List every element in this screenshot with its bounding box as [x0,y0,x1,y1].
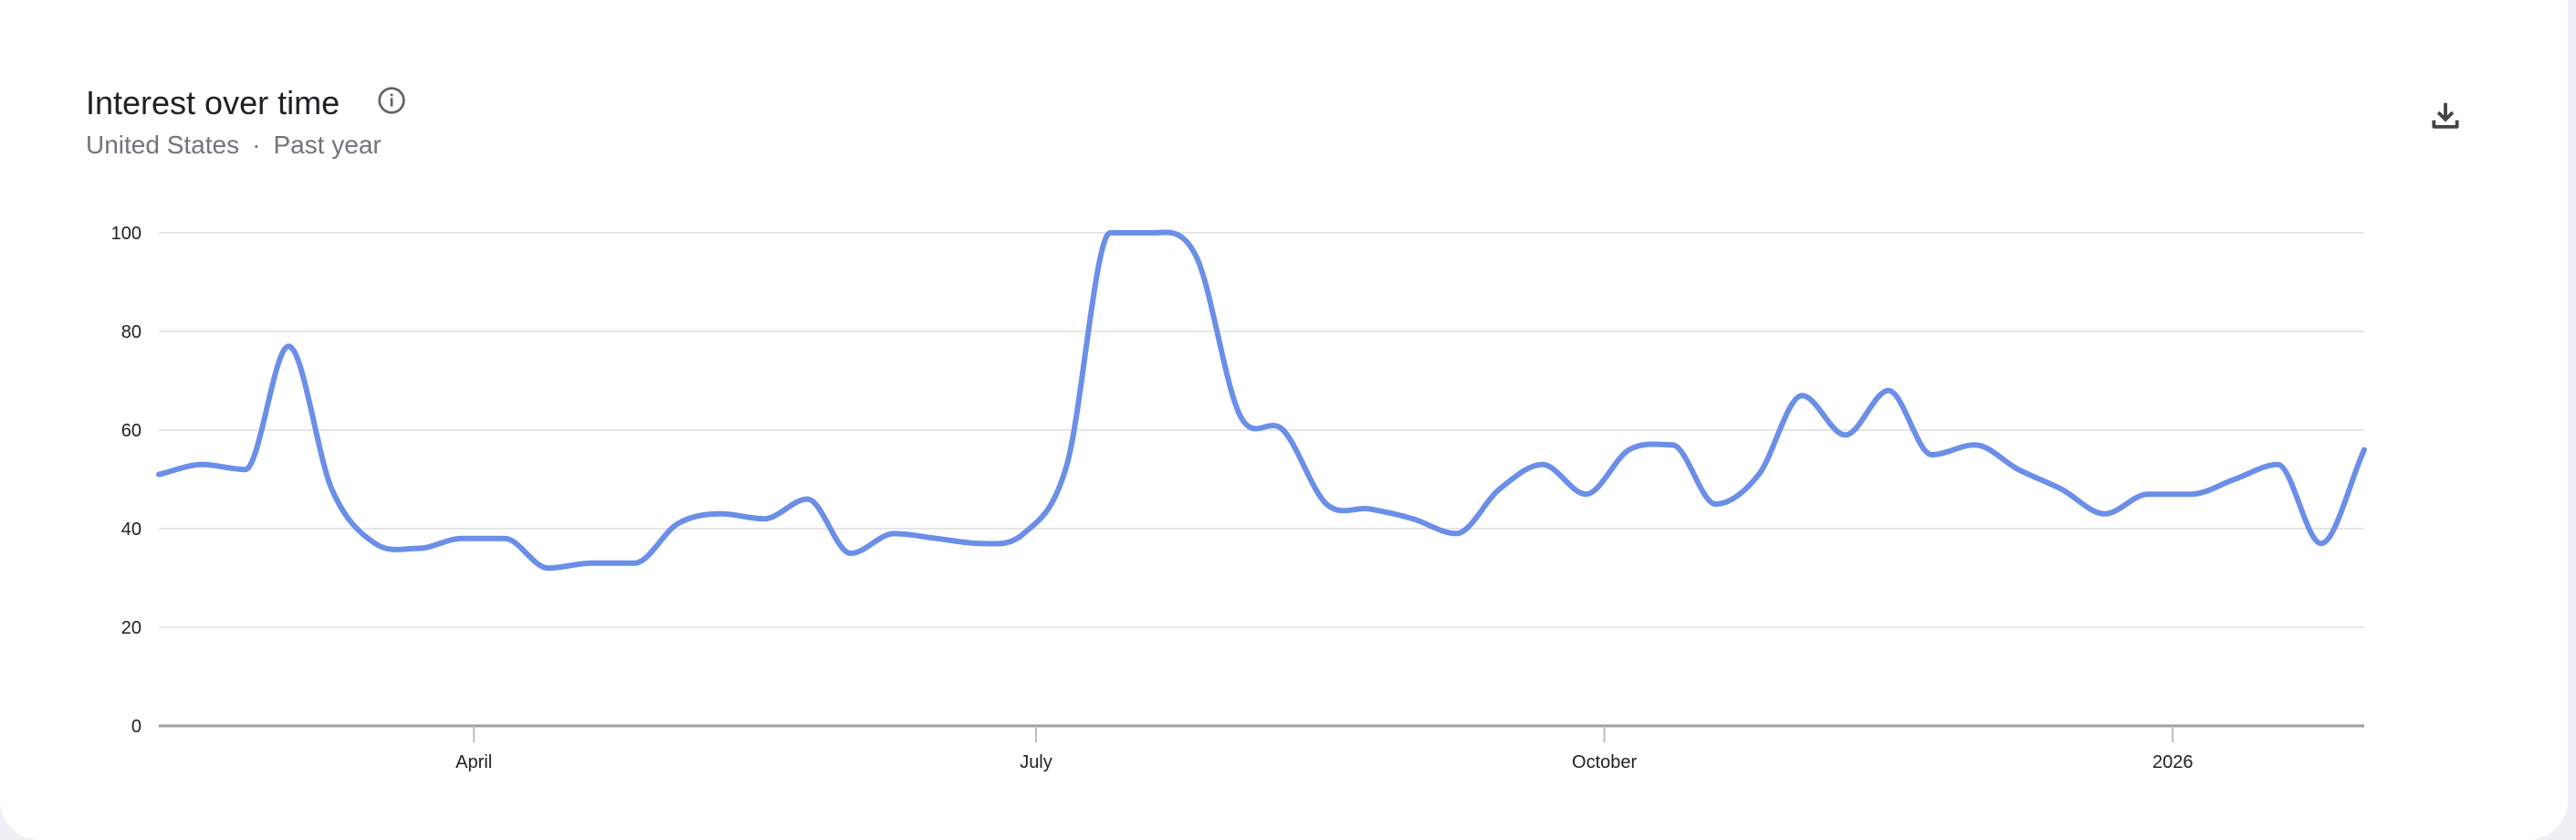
x-tick-label: April [456,752,492,772]
y-tick-label: 60 [121,421,141,441]
x-tick-label: July [1020,752,1052,772]
x-tick-label: October [1572,752,1637,772]
y-tick-label: 100 [111,224,141,244]
x-tick-label: 2026 [2152,752,2194,772]
y-tick-label: 40 [121,520,141,540]
series-line [156,229,2367,572]
y-tick-label: 20 [121,618,141,638]
chart-subtitle: United States · Past year [86,131,382,160]
info-icon[interactable] [377,86,406,115]
y-tick-label: 0 [131,717,141,737]
download-icon[interactable] [2428,99,2463,133]
line-chart: 0 20 40 60 80 100 April July October 2026 [111,224,2367,772]
period-label: Past year [273,131,382,159]
region-label: United States [86,131,240,159]
y-tick-label: 80 [121,322,141,342]
separator: · [252,131,261,159]
chart-title: Interest over time [86,84,340,121]
